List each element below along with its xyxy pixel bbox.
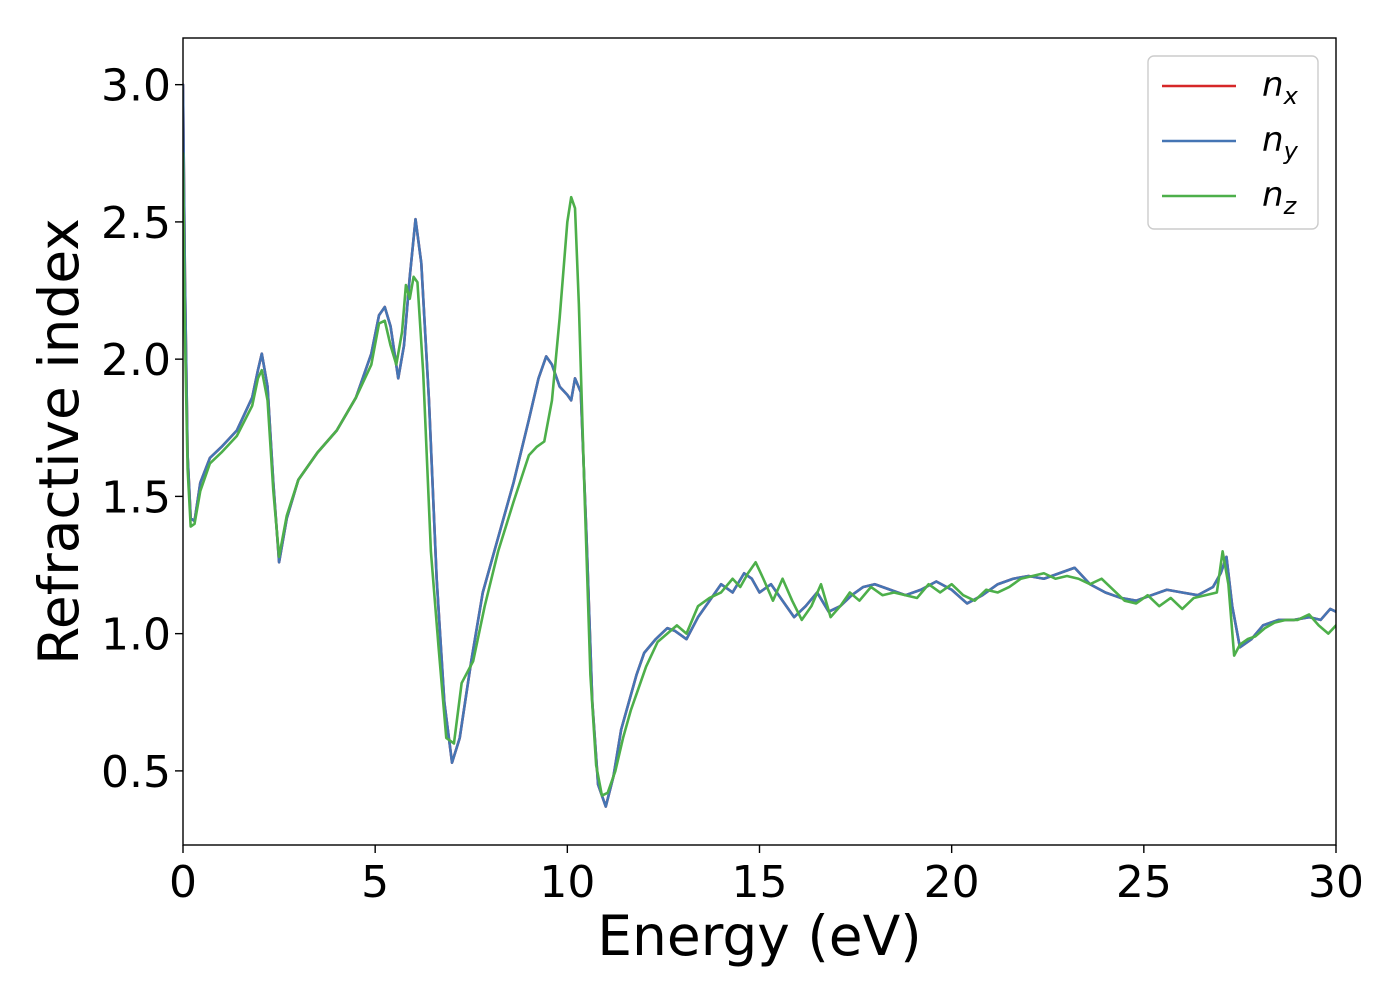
- y-tick-label: 3.0: [101, 61, 171, 112]
- y-tick-label: 1.0: [101, 610, 171, 661]
- y-tick-label: 2.0: [101, 335, 171, 386]
- x-tick-label: 5: [361, 857, 389, 908]
- x-axis-ticks: 0 5 10 15 20 25 30: [169, 845, 1364, 908]
- x-tick-label: 0: [169, 857, 197, 908]
- x-tick-label: 25: [1116, 857, 1172, 908]
- legend-label-subscript: y: [1283, 137, 1299, 165]
- x-axis-label: Energy (eV): [597, 904, 921, 968]
- x-tick-label: 15: [732, 857, 788, 908]
- y-axis-ticks: 0.5 1.0 1.5 2.0 2.5 3.0: [101, 61, 183, 798]
- y-tick-label: 2.5: [101, 198, 171, 249]
- legend-label-subscript: x: [1283, 82, 1299, 110]
- legend-label-subscript: z: [1283, 192, 1298, 220]
- y-tick-label: 1.5: [101, 472, 171, 523]
- x-tick-label: 30: [1308, 857, 1364, 908]
- y-axis-label: Refractive index: [27, 218, 91, 665]
- y-tick-label: 0.5: [101, 747, 171, 798]
- legend-entry: ny: [1162, 120, 1299, 165]
- series-line-nz: [183, 151, 1336, 797]
- series-layer: [183, 83, 1336, 808]
- x-tick-label: 20: [924, 857, 980, 908]
- x-tick-label: 10: [539, 857, 595, 908]
- legend-box: [1147, 55, 1319, 230]
